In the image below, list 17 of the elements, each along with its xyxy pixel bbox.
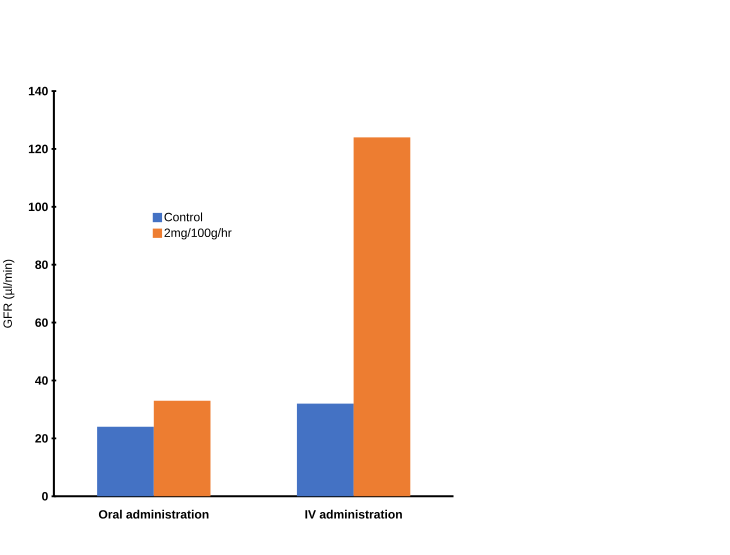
- bar: [296, 404, 354, 496]
- x-tick-label: Oral administration: [98, 510, 208, 519]
- x-tick-label: IV administration: [305, 510, 402, 519]
- legend-label: Control: [164, 212, 202, 222]
- y-tick-label: 120: [28, 144, 48, 154]
- y-tick-label: 80: [35, 260, 48, 270]
- y-tick-label: 0: [42, 492, 48, 501]
- y-tick-label: 100: [28, 202, 48, 212]
- bar: [97, 426, 154, 496]
- bar: [354, 137, 410, 496]
- y-tick-label: 140: [28, 86, 48, 96]
- y-tick-label: 60: [35, 318, 48, 327]
- bar: [154, 400, 210, 496]
- y-axis-title: GFR (µl/min): [3, 260, 14, 328]
- y-tick-label: 40: [35, 376, 48, 385]
- y-tick-label: 20: [35, 434, 48, 443]
- legend-label: 2mg/100g/hr: [164, 228, 232, 240]
